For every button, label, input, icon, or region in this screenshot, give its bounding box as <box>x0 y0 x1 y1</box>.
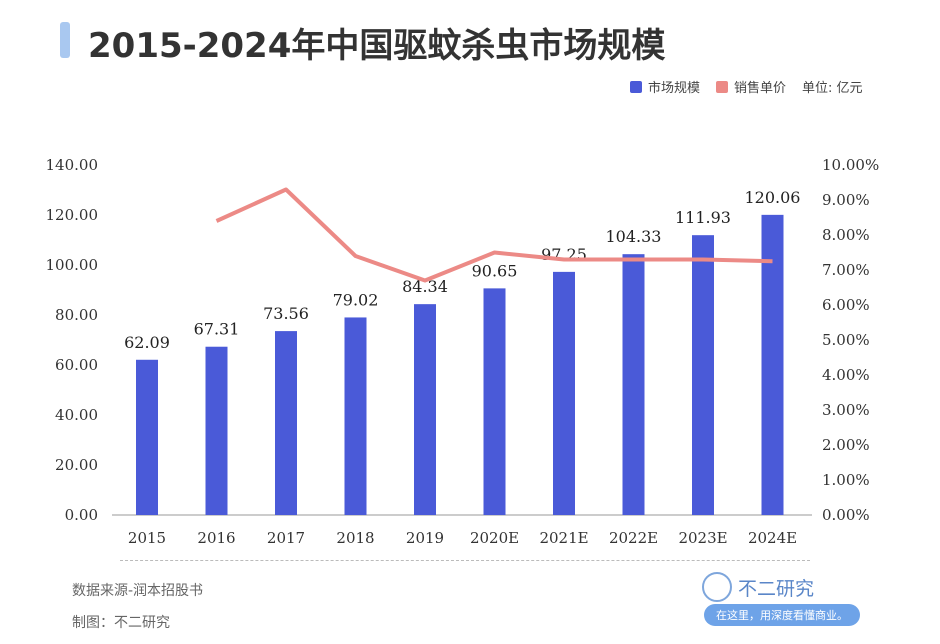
bar-2016 <box>205 346 228 515</box>
bar-2023E <box>692 235 714 516</box>
y-left-tick-label: 40.00 <box>55 406 98 424</box>
y-right-tick-label: 9.00% <box>822 191 870 209</box>
x-tick-label: 2021E <box>539 529 588 547</box>
y-right-tick-label: 10.00% <box>822 156 879 174</box>
bar-2021E <box>553 271 575 515</box>
bar-2017 <box>275 331 297 515</box>
bar-2019 <box>414 304 436 515</box>
y-right-tick-label: 8.00% <box>822 226 870 244</box>
bar-data-label: 67.31 <box>194 320 240 339</box>
y-left-tick-label: 120.00 <box>46 206 99 224</box>
bar-data-label: 84.34 <box>402 277 448 296</box>
source-note: 数据来源-润本招股书 <box>72 583 204 599</box>
legend: 市场规模 销售单价 单位: 亿元 <box>630 77 863 96</box>
legend-line-label: 销售单价 <box>734 81 787 96</box>
chart: 0.00 20.00 40.00 60.00 80.00 100.00 120.00 140.… <box>46 156 880 547</box>
x-tick-label: 2024E <box>748 529 797 547</box>
x-tick-label: 2020E <box>470 529 519 547</box>
bar-2022E <box>622 254 645 516</box>
bar-data-label: 104.33 <box>606 227 662 246</box>
y-left-tick-label: 0.00 <box>65 506 98 524</box>
bar-data-label: 90.65 <box>472 261 518 280</box>
title-accent-bar <box>60 22 70 58</box>
line-series-sales-unit-price <box>215 187 773 283</box>
bar-2020E <box>483 288 506 515</box>
x-tick-label: 2018 <box>336 529 374 547</box>
y-right-tick-label: 6.00% <box>822 296 870 314</box>
bar-data-label: 79.02 <box>333 290 379 309</box>
x-tick-label: 2016 <box>197 529 235 547</box>
made-by-note: 制图：不二研究 <box>72 615 170 631</box>
bar-2018 <box>344 317 367 515</box>
x-tick-label: 2015 <box>128 529 166 547</box>
y-left-tick-label: 140.00 <box>46 156 99 174</box>
legend-bar-label: 市场规模 <box>648 81 701 96</box>
unit-label: 单位: 亿元 <box>802 81 863 96</box>
x-tick-label: 2019 <box>406 529 444 547</box>
bar-2024E <box>761 214 784 515</box>
y-right-tick-label: 0.00% <box>822 506 870 524</box>
y-right-tick-label: 5.00% <box>822 331 870 349</box>
y-left-tick-label: 60.00 <box>55 356 98 374</box>
bar-data-label: 120.06 <box>745 188 801 207</box>
y-right-tick-label: 1.00% <box>822 471 870 489</box>
divider <box>120 560 810 561</box>
bar-data-label: 111.93 <box>675 208 731 227</box>
bar-2015 <box>136 359 158 515</box>
y-right-tick-label: 2.00% <box>822 436 870 454</box>
y-right-tick-label: 3.00% <box>822 401 870 419</box>
logo-slogan: 在这里，用深度看懂商业。 <box>704 604 860 626</box>
y-left-tick-label: 80.00 <box>55 306 98 324</box>
logo-name: 不二研究 <box>738 578 815 600</box>
y-right-tick-label: 4.00% <box>822 366 870 384</box>
x-tick-label: 2023E <box>678 529 727 547</box>
page-title: 2015-2024年中国驱蚊杀虫市场规模 <box>88 26 666 66</box>
y-right-tick-label: 7.00% <box>822 261 870 279</box>
y-left-tick-label: 100.00 <box>46 256 99 274</box>
legend-bar-swatch <box>630 80 642 93</box>
y-left-tick-label: 20.00 <box>55 456 98 474</box>
brand-logo: 不二研究 在这里，用深度看懂商业。 <box>690 568 880 628</box>
x-tick-label: 2017 <box>267 529 305 547</box>
x-tick-label: 2022E <box>609 529 658 547</box>
planet-icon <box>702 572 732 602</box>
bar-data-label: 73.56 <box>263 304 309 323</box>
legend-line-swatch <box>716 80 729 93</box>
bar-data-label: 62.09 <box>124 333 170 352</box>
